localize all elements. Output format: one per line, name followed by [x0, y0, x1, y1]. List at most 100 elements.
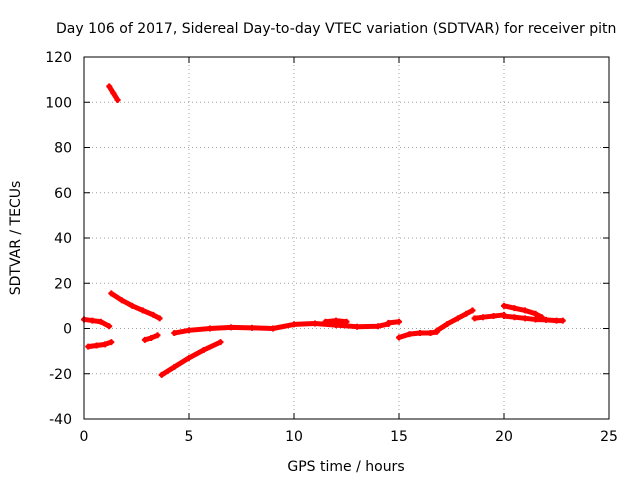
data-point: [480, 314, 486, 321]
series-arc-12: [433, 307, 476, 334]
y-tick-label: 0: [63, 322, 72, 338]
data-point: [532, 310, 539, 317]
data-point: [543, 316, 549, 323]
data-point: [469, 307, 476, 314]
y-tick-label: 100: [45, 95, 72, 111]
series-arc-4: [108, 290, 163, 322]
data-point: [106, 83, 113, 90]
data-point: [108, 339, 115, 346]
data-series: [81, 83, 566, 378]
data-point: [444, 320, 451, 327]
data-point: [433, 327, 440, 334]
series-arc-15: [501, 302, 545, 321]
series-arc-10: [385, 318, 402, 326]
data-point: [538, 314, 545, 321]
data-point: [375, 323, 381, 330]
data-point: [154, 332, 161, 339]
data-point: [118, 297, 125, 304]
data-point: [156, 315, 163, 322]
data-point: [463, 310, 470, 317]
data-point: [158, 371, 165, 378]
data-point: [490, 313, 497, 320]
data-point: [141, 336, 148, 343]
y-tick-label: 80: [54, 141, 72, 157]
data-point: [148, 335, 155, 342]
data-point: [396, 318, 402, 325]
x-axis-label: GPS time / hours: [287, 459, 404, 475]
data-point: [106, 323, 113, 330]
series-track: [472, 312, 507, 321]
data-point: [501, 302, 507, 309]
data-point: [522, 315, 528, 322]
data-point: [150, 311, 157, 318]
data-point: [85, 343, 92, 350]
x-tick-label: 15: [390, 429, 408, 445]
series-arc-3: [106, 83, 121, 103]
y-tick-label: -20: [49, 367, 72, 383]
series-arc-9: [322, 317, 350, 325]
y-tick-label: -40: [49, 412, 72, 428]
data-point: [200, 346, 207, 353]
series-arc-7: [171, 324, 276, 337]
y-tick-label: 120: [45, 50, 72, 66]
data-point: [522, 307, 528, 314]
chart-title: Day 106 of 2017, Sidereal Day-to-day VTE…: [56, 21, 616, 37]
series-arc-5: [141, 332, 161, 343]
y-tick-label: 40: [54, 231, 72, 247]
x-tick-labels: 0 5 10 15 20 25: [80, 429, 618, 445]
data-point: [291, 321, 297, 328]
series-arc-1: [81, 316, 113, 330]
data-point: [102, 341, 108, 348]
data-point: [417, 330, 423, 337]
data-point: [511, 314, 518, 321]
data-point: [186, 354, 192, 361]
data-point: [139, 307, 146, 314]
data-point: [343, 318, 350, 325]
data-point: [89, 317, 96, 324]
axis-ticks: [83, 56, 610, 420]
data-point: [406, 331, 413, 338]
x-tick-label: 20: [495, 429, 513, 445]
data-point: [559, 317, 566, 324]
data-point: [110, 90, 117, 97]
data-point: [93, 342, 100, 349]
data-point: [207, 325, 213, 332]
data-point: [385, 319, 392, 326]
data-point: [396, 334, 402, 341]
series-arc-6: [158, 339, 224, 378]
y-axis-label: SDTVAR / TECUs: [8, 181, 24, 296]
y-tick-label: 20: [54, 276, 72, 292]
series-track: [81, 316, 112, 329]
data-point: [312, 320, 318, 327]
data-point: [511, 305, 518, 312]
series-arc-2: [85, 339, 115, 350]
data-point: [322, 318, 329, 325]
x-tick-label: 10: [285, 429, 303, 445]
data-point: [354, 323, 360, 330]
data-point: [427, 330, 434, 337]
data-point: [114, 96, 121, 103]
data-point: [171, 330, 178, 337]
data-point: [501, 313, 507, 320]
y-tick-labels: -40 -20 0 20 40 60 80 100 120: [45, 50, 72, 428]
data-point: [217, 339, 224, 346]
data-point: [97, 318, 104, 325]
series-arc-14: [501, 313, 566, 324]
data-point: [171, 363, 178, 370]
data-point: [333, 317, 339, 324]
plot-frame: [83, 56, 610, 420]
series-track: [270, 321, 391, 331]
series-arc-11: [396, 328, 440, 341]
data-point: [186, 327, 192, 334]
x-tick-label: 25: [600, 429, 618, 445]
grid-lines: [84, 57, 609, 419]
series-track: [85, 339, 114, 350]
data-point: [553, 317, 560, 324]
x-tick-label: 5: [185, 429, 194, 445]
data-point: [471, 315, 478, 322]
data-point: [129, 302, 136, 309]
data-point: [454, 315, 461, 322]
data-point: [228, 324, 234, 331]
data-point: [532, 316, 539, 323]
